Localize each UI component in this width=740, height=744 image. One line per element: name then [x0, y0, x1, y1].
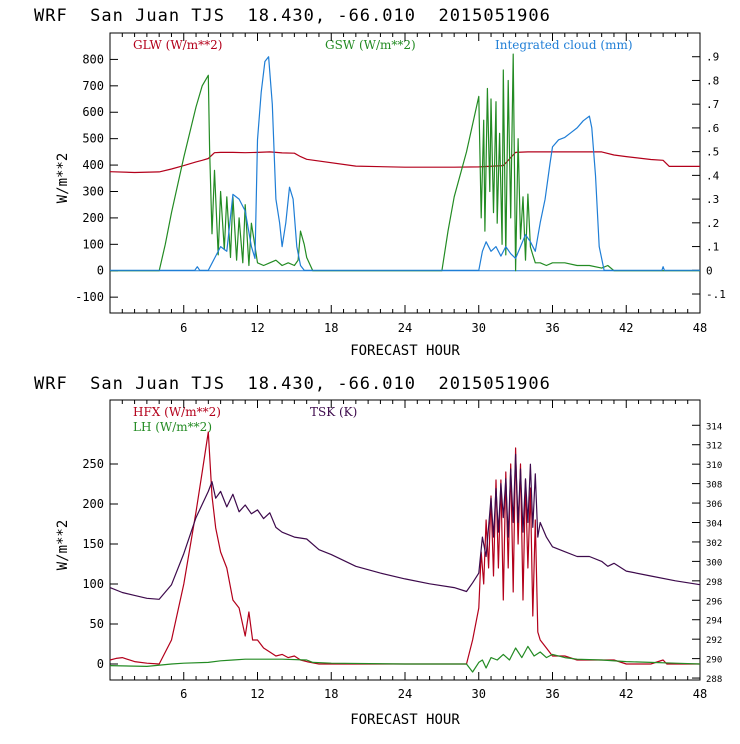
y2-tick-label: 292: [706, 636, 722, 646]
x-tick-label: 30: [472, 321, 486, 335]
y-tick-label: 250: [82, 457, 104, 471]
y-tick-label: 200: [82, 497, 104, 511]
y-tick-label: 0: [97, 264, 104, 278]
series-line-gsw: [110, 53, 700, 272]
y-tick-label: 800: [82, 52, 104, 66]
y2-tick-label: 296: [706, 597, 722, 607]
x-tick-label: 30: [472, 687, 486, 701]
series-line-glw: [109, 151, 700, 174]
y2-tick-label: .8: [706, 74, 719, 87]
y2-tick-label: 310: [706, 461, 722, 471]
series-line-hfx: [109, 431, 700, 665]
y2-tick-label: 294: [706, 617, 722, 627]
x-tick-label: 48: [693, 321, 707, 335]
chart-2-series: [109, 431, 701, 673]
y-tick-label: 500: [82, 132, 104, 146]
y2-tick-label: .9: [706, 51, 719, 64]
y2-tick-label: .4: [706, 169, 720, 182]
legend-hfx: HFX (W/m**2): [133, 405, 221, 419]
chart-2-axes: 6 12 18 24 30 36 42 48 0 50 100 150 200 250 288 290 292 2…: [82, 400, 722, 701]
x-tick-label: 6: [180, 687, 187, 701]
y2-tick-label: 312: [706, 442, 722, 452]
chart-2: WRF San Juan TJS 18.430, -66.010 2015051…: [34, 374, 722, 728]
y2-tick-label: 306: [706, 500, 722, 510]
y2-tick-label: 288: [706, 675, 722, 685]
x-tick-label: 18: [324, 687, 338, 701]
x-tick-label: 48: [693, 687, 707, 701]
chart-1-y-axis-label: W/m**2: [55, 153, 71, 204]
y2-tick-label: 290: [706, 656, 722, 666]
y-tick-label: 300: [82, 184, 104, 198]
y-tick-label: 150: [82, 537, 104, 551]
legend-integrated-cloud: Integrated cloud (mm): [495, 38, 633, 52]
chart-2-title: WRF San Juan TJS 18.430, -66.010 2015051…: [34, 374, 551, 394]
y-tick-label: -100: [75, 290, 104, 304]
y-tick-label: 600: [82, 105, 104, 119]
y-tick-label: 100: [82, 577, 104, 591]
y2-tick-label: 308: [706, 481, 722, 491]
chart-1-x-axis-label: FORECAST HOUR: [350, 343, 460, 359]
series-line-tsk: [109, 453, 701, 600]
series-line-lh: [109, 645, 701, 673]
chart-2-x-axis-label: FORECAST HOUR: [350, 712, 460, 728]
y2-tick-label: 298: [706, 578, 722, 588]
y2-tick-label: 0: [706, 264, 713, 277]
x-tick-label: 6: [180, 321, 187, 335]
y-tick-label: 700: [82, 79, 104, 93]
x-tick-label: 18: [324, 321, 338, 335]
series-line-integrated: [110, 56, 700, 271]
legend-gsw: GSW (W/m**2): [325, 38, 416, 52]
y2-tick-label: 314: [706, 422, 722, 432]
y2-tick-label: .5: [706, 146, 719, 159]
y2-tick-label: -.1: [706, 288, 726, 301]
x-tick-label: 42: [619, 321, 633, 335]
chart-1-title: WRF San Juan TJS 18.430, -66.010 2015051…: [34, 6, 551, 26]
y2-tick-label: 304: [706, 520, 722, 530]
y-tick-label: 0: [97, 657, 104, 671]
y-tick-label: 400: [82, 158, 104, 172]
x-tick-label: 36: [545, 687, 559, 701]
x-tick-label: 12: [250, 321, 264, 335]
x-tick-label: 36: [545, 321, 559, 335]
x-tick-label: 42: [619, 687, 633, 701]
y-tick-label: 50: [90, 617, 104, 631]
y2-tick-label: 302: [706, 539, 722, 549]
legend-glw: GLW (W/m**2): [133, 38, 222, 52]
chart-1-axes: 6 12 18 24 30 36 42 48 -100 0 100 200 300 400 500 600 70…: [75, 33, 726, 335]
x-tick-label: 24: [398, 321, 412, 335]
chart-2-y-axis-label: W/m**2: [55, 520, 71, 571]
x-tick-label: 12: [250, 687, 264, 701]
y2-tick-label: .7: [706, 98, 719, 111]
y-tick-label: 200: [82, 211, 104, 225]
chart-2-plot-frame: [109, 399, 701, 681]
y2-tick-label: .1: [706, 241, 719, 254]
legend-lh: LH (W/m**2): [133, 420, 212, 434]
legend-tsk: TSK (K): [310, 405, 357, 419]
chart-1-series: [109, 53, 700, 272]
y-tick-label: 100: [82, 237, 104, 251]
y2-tick-label: .2: [706, 217, 719, 230]
y2-tick-label: .3: [706, 193, 719, 206]
x-tick-label: 24: [398, 687, 412, 701]
chart-1: WRF San Juan TJS 18.430, -66.010 2015051…: [34, 6, 726, 359]
y2-tick-label: 300: [706, 558, 722, 568]
y2-tick-label: .6: [706, 122, 719, 135]
